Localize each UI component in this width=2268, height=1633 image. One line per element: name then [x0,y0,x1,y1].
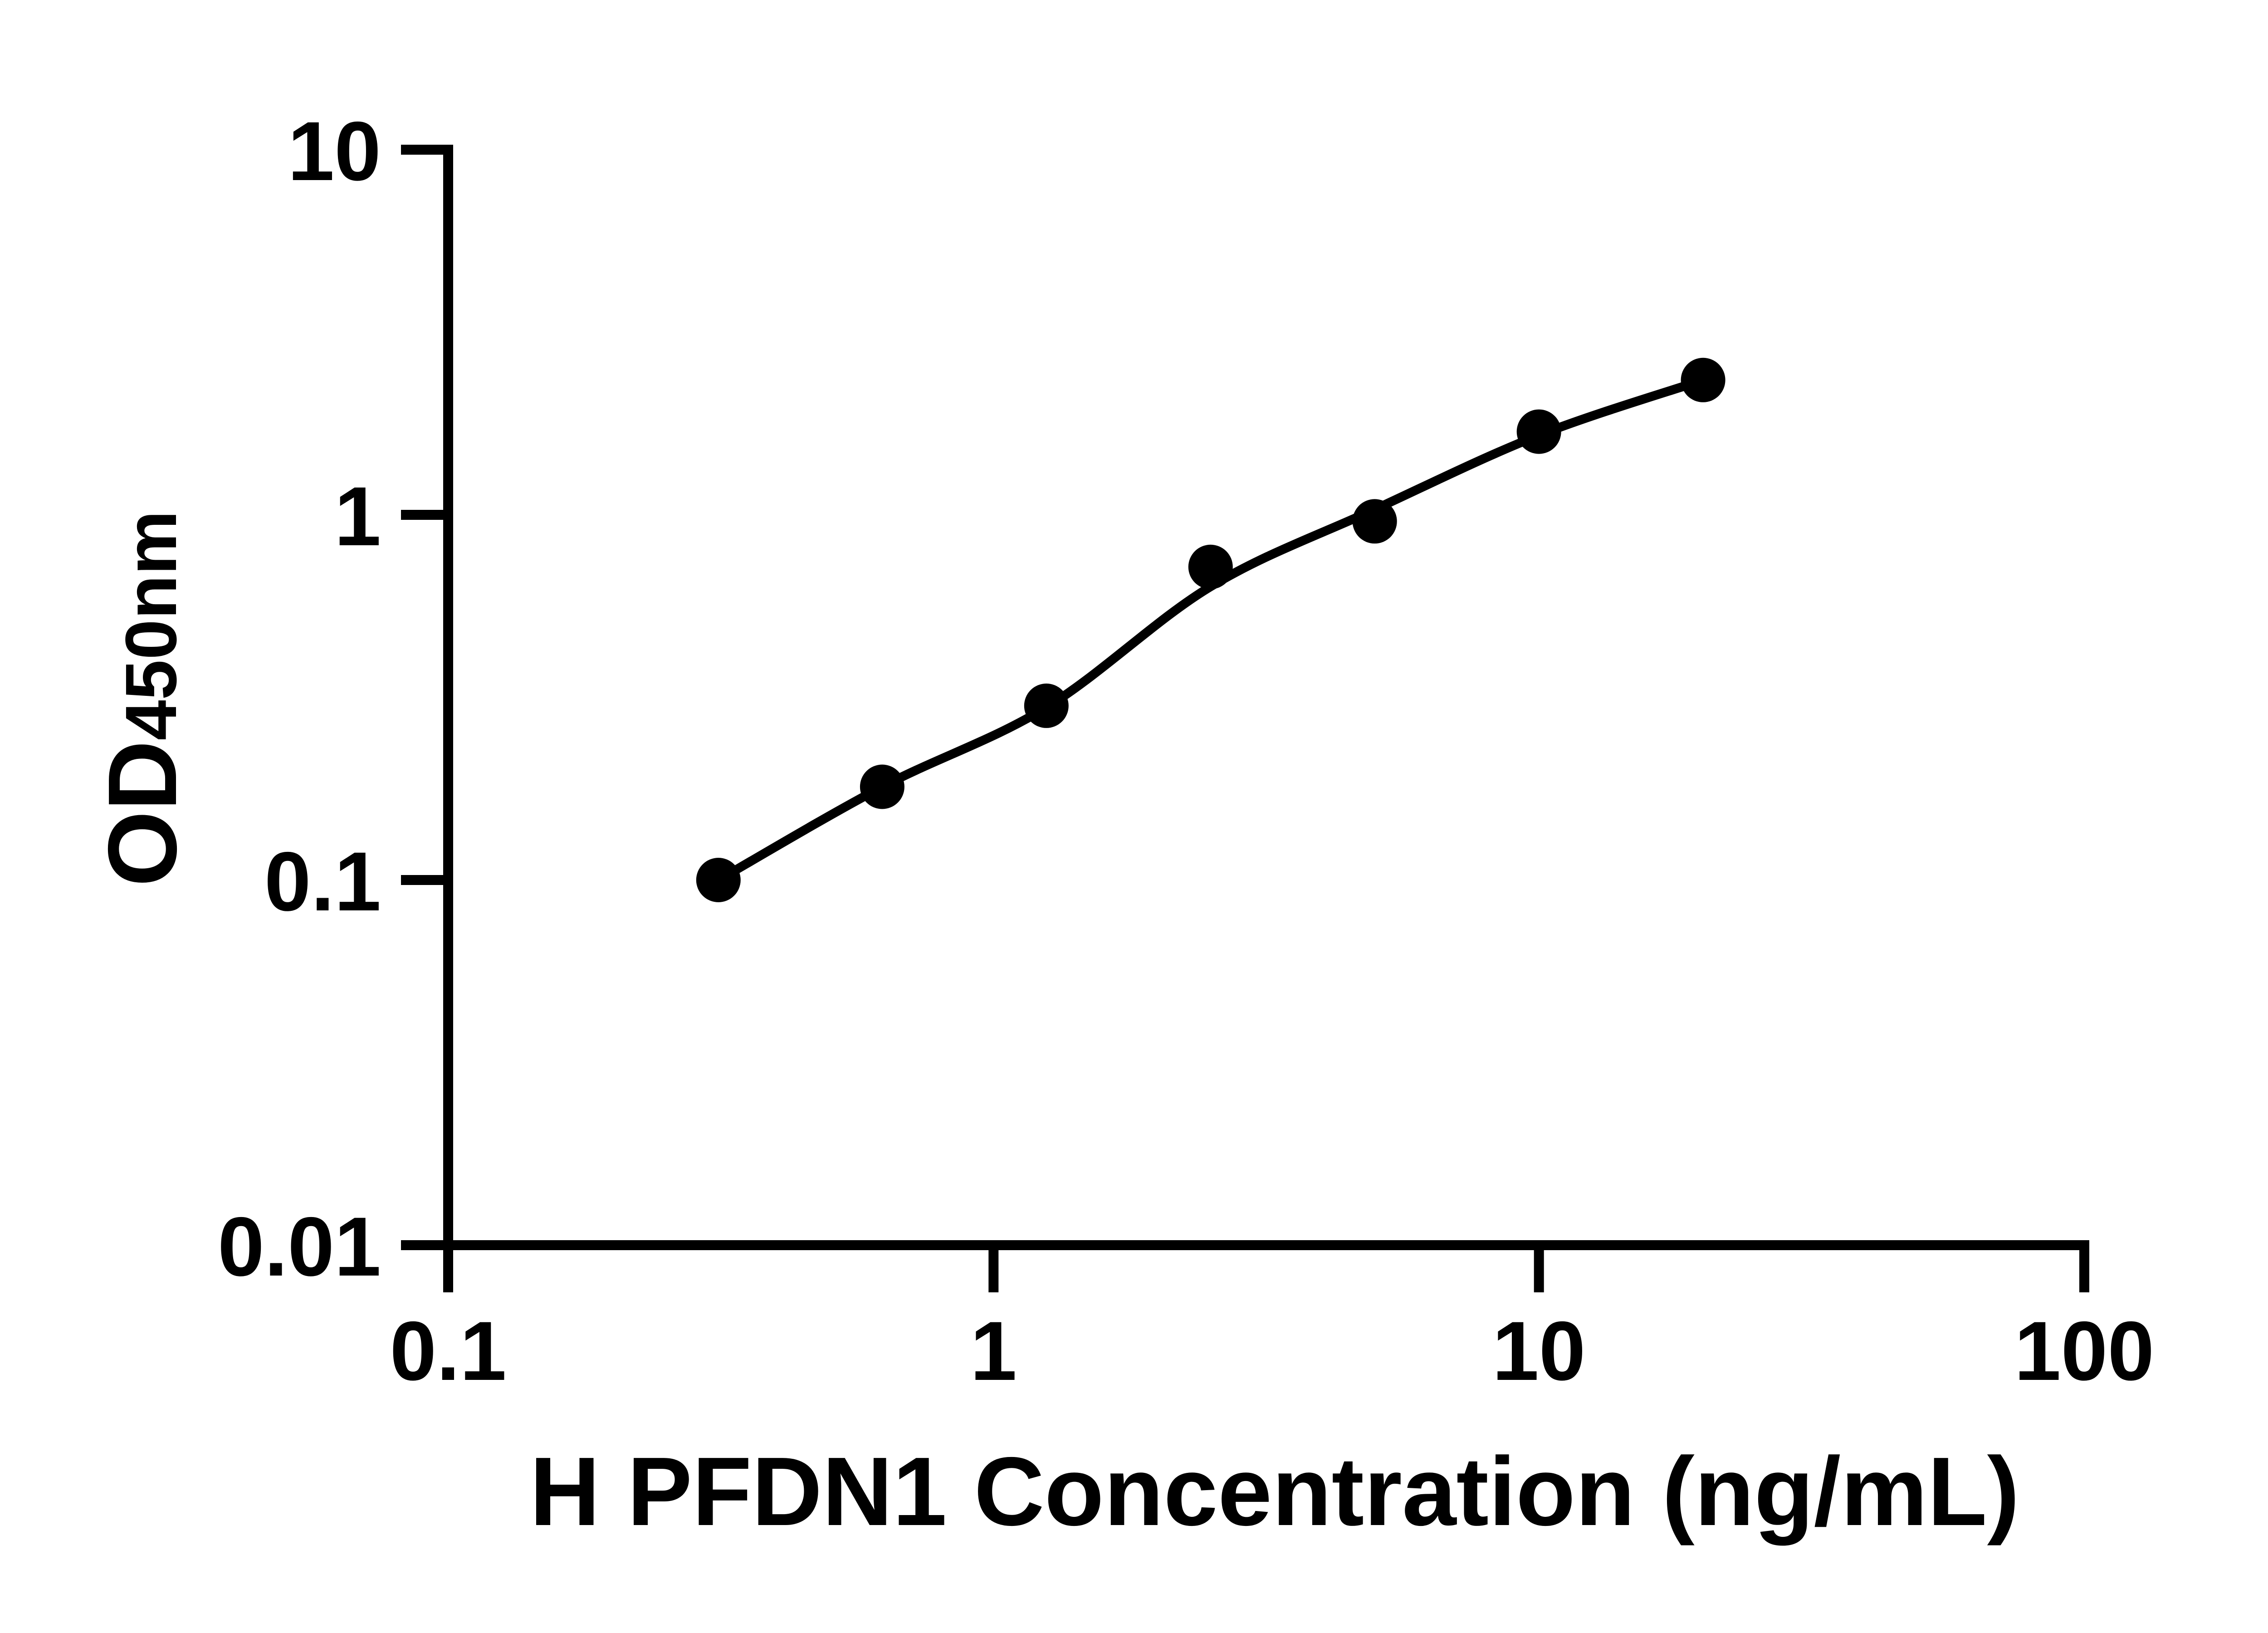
x-tick-label: 1 [970,1305,1017,1398]
data-point-marker [1024,683,1069,728]
data-point-marker [1352,499,1397,544]
x-tick-label: 0.1 [390,1305,506,1398]
y-tick-label: 0.01 [218,1200,381,1294]
axes [443,145,2089,1250]
data-point-marker [1681,357,1725,402]
data-points [696,357,1725,902]
x-axis-ticks: 0.1 1 10 100 [390,1245,2154,1398]
x-tick-label: 100 [2014,1305,2155,1398]
y-axis-title-main: OD [88,740,197,887]
data-point-marker [1516,409,1561,454]
x-axis-title: H PFDN1 Concentration (ng/mL) [530,1437,2020,1546]
y-axis-ticks: 10 1 0.1 0.01 [218,105,448,1294]
x-tick-label: 10 [1492,1305,1586,1398]
y-tick-label: 10 [288,105,381,198]
y-axis-title-subscript: 450nm [110,510,191,740]
y-tick-label: 0.1 [264,835,381,929]
fit-curve-line [714,375,1708,885]
y-tick-label: 1 [334,470,381,563]
data-point-marker [1188,544,1233,589]
y-axis-title: OD450nm [88,510,197,886]
data-point-marker [860,764,904,809]
data-point-marker [696,858,741,902]
